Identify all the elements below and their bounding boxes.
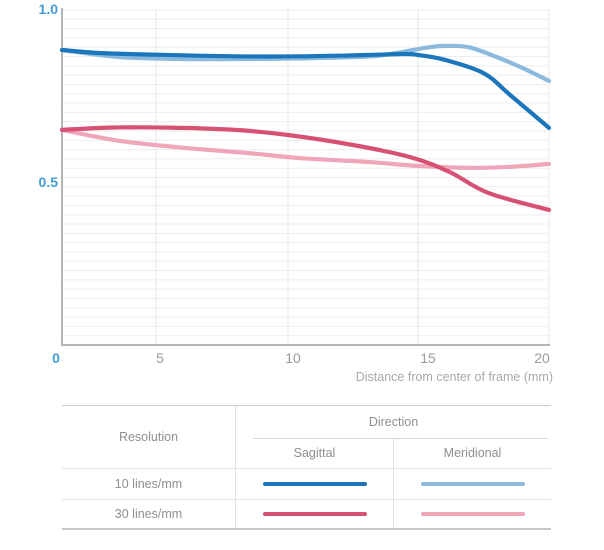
x-tick-10: 10 bbox=[285, 350, 301, 366]
x-tick-15: 15 bbox=[420, 350, 436, 366]
swatch-10lines-sagittal bbox=[262, 482, 367, 486]
legend-divider-row-2 bbox=[62, 499, 551, 500]
swatch-10lines-meridional bbox=[420, 482, 525, 486]
swatch-30lines-sagittal bbox=[262, 512, 367, 516]
legend-row-10lines-meridional-cell bbox=[394, 469, 551, 499]
mtf-chart bbox=[59, 8, 552, 346]
legend-header-resolution: Resolution bbox=[118, 430, 179, 444]
x-tick-20: 20 bbox=[534, 350, 550, 366]
curve-30-lines-mm-meridional bbox=[59, 127, 552, 171]
legend-row-30lines-label: 30 lines/mm bbox=[114, 507, 183, 521]
y-tick-0.5: 0.5 bbox=[38, 174, 58, 190]
x-tick-0: 0 bbox=[52, 350, 60, 366]
legend-row-10lines-label: 10 lines/mm bbox=[114, 477, 183, 491]
curve-30-lines-mm-sagittal bbox=[59, 125, 552, 212]
legend-header-direction: Direction bbox=[368, 414, 419, 429]
legend-row-30lines-meridional-cell bbox=[394, 500, 551, 528]
legend-divider-row-1 bbox=[62, 468, 551, 469]
x-tick-5: 5 bbox=[156, 350, 164, 366]
legend-divider-vertical-1 bbox=[235, 406, 236, 528]
legend-header-meridional: Meridional bbox=[443, 446, 502, 460]
y-tick-1.0: 1.0 bbox=[38, 1, 58, 17]
legend-divider-vertical-2 bbox=[393, 438, 394, 528]
legend-direction-underline bbox=[253, 438, 548, 439]
legend-row-10lines-sagittal-cell bbox=[236, 469, 393, 499]
legend-table: Resolution Direction Sagittal Meridional… bbox=[62, 405, 551, 530]
x-axis-title: Distance from center of frame (mm) bbox=[355, 370, 553, 384]
legend-row-30lines-sagittal-cell bbox=[236, 500, 393, 528]
legend-header-sagittal: Sagittal bbox=[293, 446, 336, 460]
swatch-30lines-meridional bbox=[420, 512, 525, 516]
curve-10-lines-mm-sagittal bbox=[59, 47, 552, 130]
